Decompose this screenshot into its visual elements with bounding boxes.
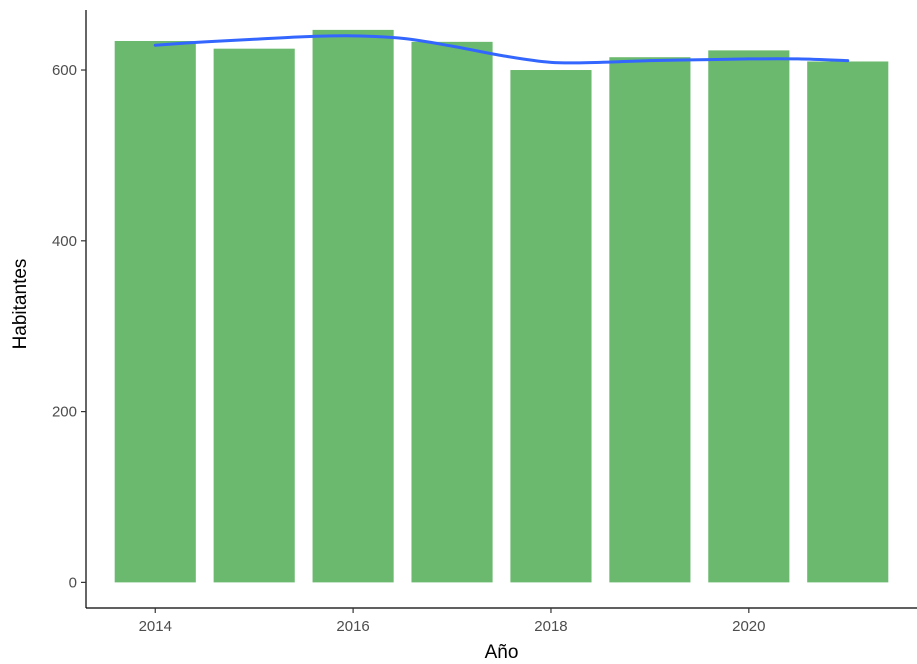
- bar-2015: [213, 48, 295, 583]
- y-axis-title: Habitantes: [10, 259, 31, 350]
- x-tick-label: 2020: [732, 618, 765, 635]
- x-tick-label: 2016: [336, 618, 369, 635]
- axes-layer: [85, 10, 917, 609]
- bar-2016: [312, 29, 394, 583]
- smooth-trend-line: [153, 34, 850, 65]
- y-tick-label: 200: [52, 404, 77, 421]
- bar-2014: [114, 40, 196, 583]
- ticks-layer: 0 200 400 600 2014 2016 2018 2020: [52, 62, 766, 635]
- bar-2019: [609, 57, 691, 583]
- bar-2017: [411, 41, 493, 583]
- bar-2018: [510, 70, 592, 583]
- y-tick-label: 600: [52, 62, 77, 79]
- x-tick-label: 2018: [534, 618, 567, 635]
- bar-2020: [708, 50, 790, 583]
- smooth-line-layer: [153, 34, 850, 65]
- bar-2021: [807, 61, 889, 583]
- y-tick-label: 400: [52, 233, 77, 250]
- bars-layer: [114, 29, 889, 583]
- x-tick-label: 2014: [139, 618, 172, 635]
- y-tick-label: 0: [69, 574, 77, 591]
- x-axis-title: Año: [485, 642, 519, 663]
